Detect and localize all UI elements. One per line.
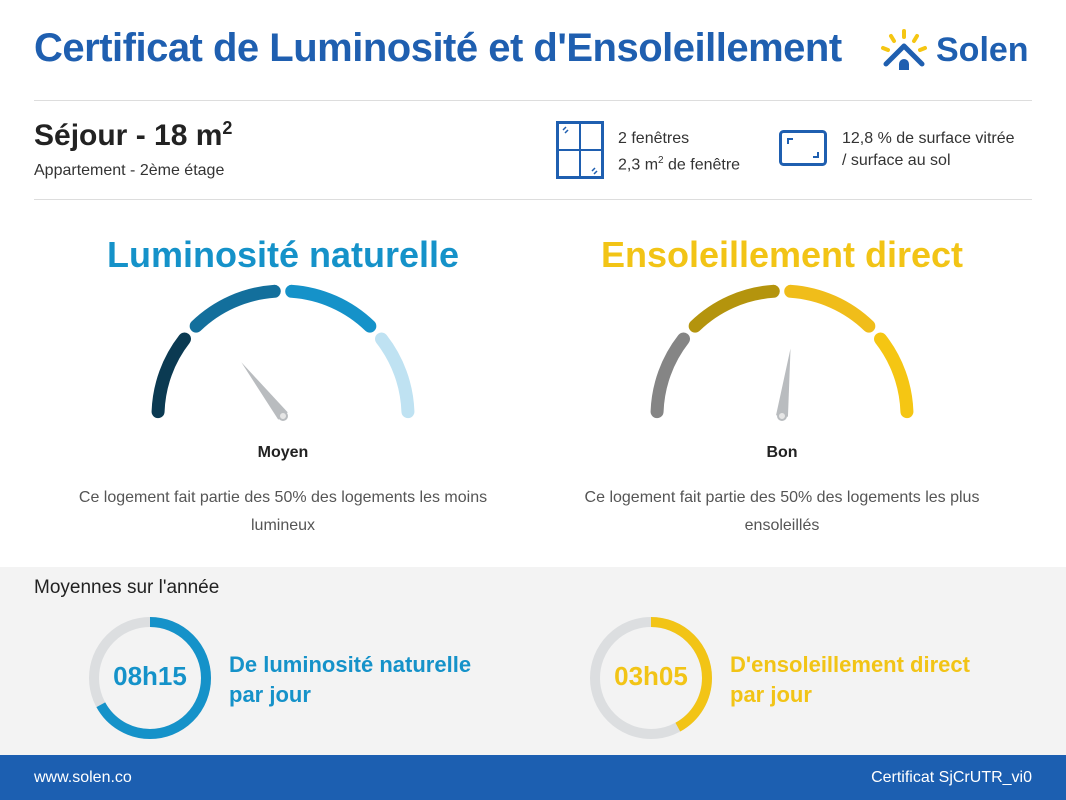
footer: www.solen.co Certificat SjCrUTR_vi0	[0, 755, 1066, 800]
window-stats: 2 fenêtres 2,3 m2 de fenêtre	[618, 130, 741, 174]
luminosity-gauge	[151, 284, 415, 421]
gauge-segment	[784, 284, 876, 333]
luminosity-description: Ce logement fait partie des 50% des loge…	[78, 489, 488, 534]
averages-title: Moyennes sur l'année	[34, 577, 220, 598]
sunshine-hours: 03h05	[614, 661, 688, 691]
luminosity-level: Moyen	[257, 444, 309, 461]
divider	[34, 100, 1032, 101]
gauge-needle	[241, 362, 288, 420]
sunshine-title: Ensoleillement direct	[600, 234, 964, 275]
sunshine-hours-label: D'ensoleillement direct par jour	[730, 652, 970, 707]
gauge-segment	[375, 332, 415, 419]
page-title: Certificat de Luminosité et d'Ensoleille…	[34, 26, 842, 70]
luminosity-hours-label: De luminosité naturelle par jour	[229, 652, 472, 707]
gauge-segment	[650, 332, 690, 419]
luminosity-hours: 08h15	[113, 661, 187, 691]
room-subtitle: Appartement - 2ème étage	[34, 162, 225, 179]
divider	[34, 199, 1032, 200]
gauge-pivot	[777, 411, 787, 421]
gauge-segment	[874, 332, 914, 419]
gauge-segment	[151, 332, 191, 419]
surface-ratio-icon	[779, 130, 827, 166]
luminosity-ring	[89, 617, 211, 739]
room-title: Séjour - 18 m2	[34, 118, 233, 152]
window-icon	[556, 121, 604, 179]
sunshine-ring	[590, 617, 712, 739]
gauge-segment	[189, 284, 281, 333]
sunshine-gauge	[650, 284, 914, 421]
ring-fill	[89, 617, 211, 739]
logo-text: Solen	[936, 30, 1029, 69]
sunshine-description: Ce logement fait partie des 50% des loge…	[584, 489, 980, 534]
luminosity-title: Luminosité naturelle	[106, 234, 460, 275]
solen-logo: Solen	[880, 28, 1029, 72]
gauge-segment	[285, 284, 377, 333]
gauge-segment	[688, 284, 780, 333]
gauge-pivot	[278, 411, 288, 421]
certificate-id: Certificat SjCrUTR_vi0	[871, 769, 1032, 786]
sunshine-level: Bon	[766, 444, 798, 461]
sun-house-icon	[881, 29, 927, 70]
ring-fill	[590, 617, 712, 739]
surface-ratio-stats: 12,8 % de surface vitrée / surface au so…	[842, 130, 1015, 169]
website-link[interactable]: www.solen.co	[34, 769, 132, 786]
gauge-needle	[776, 348, 791, 417]
